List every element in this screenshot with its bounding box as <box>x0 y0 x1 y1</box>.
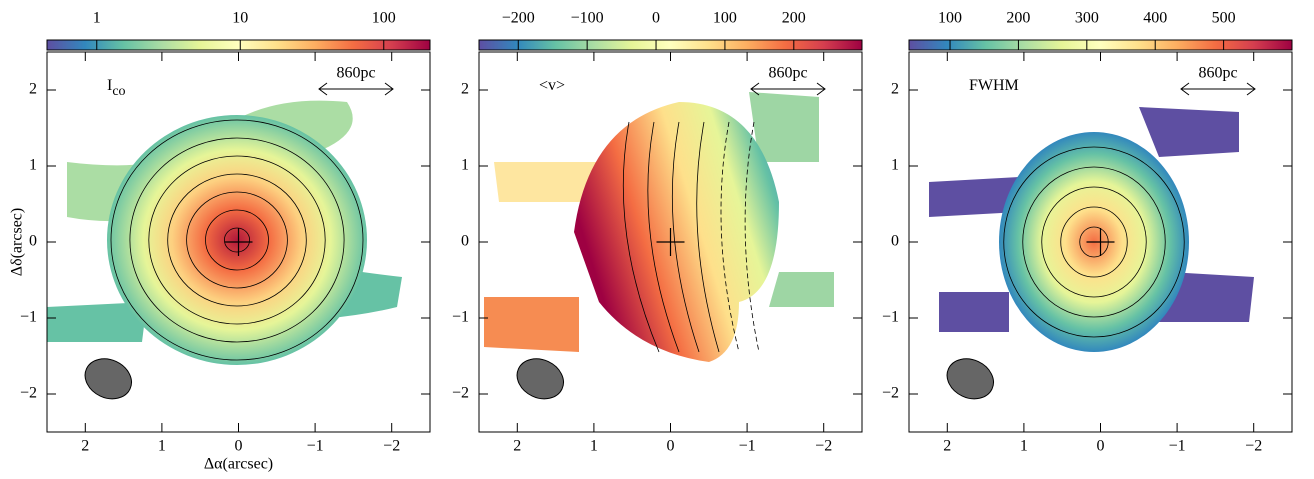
center-cross <box>656 228 685 256</box>
colorbar-tick-label: 100 <box>372 10 396 27</box>
colorbar-tick-label: 200 <box>782 10 806 27</box>
beam <box>84 358 132 400</box>
x-tick-label: −2 <box>1245 438 1262 455</box>
contour <box>148 155 326 325</box>
label-main: FWHM <box>969 77 1019 94</box>
colorbar-tick-label: −100 <box>571 10 604 27</box>
colorbar-tick-label: 0 <box>652 10 660 27</box>
x-tick-label: 1 <box>158 438 166 455</box>
colorbar-tick-label: 100 <box>938 10 962 27</box>
x-axis-label: Δα(arcsec) <box>204 456 273 473</box>
contour <box>110 119 364 361</box>
y-tick-label: 1 <box>891 157 899 174</box>
colorbar-tick-label: 500 <box>1212 10 1236 27</box>
panel-label: FWHM <box>969 77 1019 94</box>
y-tick-label: −1 <box>882 309 899 326</box>
y-tick-label: −2 <box>452 385 469 402</box>
scale-bar <box>750 82 826 96</box>
contour <box>186 191 288 289</box>
colorbar-tick-label: 200 <box>1006 10 1030 27</box>
y-tick-label: 2 <box>891 81 899 98</box>
label-main: <v> <box>539 77 565 94</box>
contour <box>1022 166 1166 318</box>
contour <box>622 121 660 353</box>
x-tick-label: 1 <box>590 438 598 455</box>
x-tick-label: 1 <box>1020 438 1028 455</box>
label-sub: co <box>112 84 125 99</box>
scale-bar-label: 860pc <box>336 65 375 82</box>
panel-label: <v> <box>539 77 565 94</box>
map-arm <box>484 297 579 352</box>
colorbar <box>46 39 431 51</box>
y-tick-label: −1 <box>20 309 37 326</box>
contour <box>223 227 250 253</box>
contour <box>129 137 345 343</box>
contour <box>720 121 740 353</box>
contour <box>167 173 307 307</box>
contour <box>1003 146 1185 338</box>
x-tick-label: −2 <box>815 438 832 455</box>
beam <box>516 358 564 400</box>
x-tick-label: −1 <box>739 438 756 455</box>
colorbar-tick-label: 300 <box>1075 10 1099 27</box>
scale-bar-label: 860pc <box>1198 65 1237 82</box>
contour <box>696 121 720 353</box>
y-tick-label: 2 <box>461 81 469 98</box>
colorbar <box>478 39 863 51</box>
label-main: I <box>107 77 112 94</box>
x-tick-label: −1 <box>1169 438 1186 455</box>
x-tick-label: 2 <box>81 438 89 455</box>
panel-label: Ico <box>107 77 126 100</box>
x-tick-label: 0 <box>235 438 243 455</box>
y-tick-label: −2 <box>20 385 37 402</box>
contour <box>671 121 700 353</box>
map-body <box>107 115 367 365</box>
y-tick-label: 0 <box>461 233 469 250</box>
colorbar <box>908 39 1293 51</box>
y-tick-label: 0 <box>891 233 899 250</box>
contour <box>205 209 269 271</box>
x-tick-label: 2 <box>943 438 951 455</box>
center-cross <box>1086 228 1115 256</box>
y-tick-label: −2 <box>882 385 899 402</box>
map-body <box>574 102 779 362</box>
x-tick-label: 0 <box>1097 438 1105 455</box>
colorbar-tick-label: 1 <box>93 10 101 27</box>
y-tick-label: 1 <box>461 157 469 174</box>
scale-bar <box>1180 82 1256 96</box>
scale-bar <box>318 82 394 96</box>
x-tick-label: −1 <box>307 438 324 455</box>
colorbar-tick-label: 100 <box>713 10 737 27</box>
colorbar-tick-label: 10 <box>232 10 248 27</box>
x-tick-label: 2 <box>513 438 521 455</box>
y-tick-label: −1 <box>452 309 469 326</box>
beam <box>946 358 994 400</box>
map-arm <box>749 92 834 307</box>
y-axis-label: Δδ(arcsec) <box>9 208 26 276</box>
contour <box>744 121 760 353</box>
contour <box>1041 186 1147 298</box>
colorbar-tick-label: −200 <box>502 10 535 27</box>
contour <box>647 121 680 353</box>
x-tick-label: 0 <box>667 438 675 455</box>
y-tick-label: 2 <box>29 81 37 98</box>
y-tick-label: 0 <box>29 233 37 250</box>
colorbar-tick-label: 400 <box>1143 10 1167 27</box>
contour <box>1060 206 1128 278</box>
x-tick-label: −2 <box>383 438 400 455</box>
center-cross <box>224 228 253 256</box>
y-tick-label: 1 <box>29 157 37 174</box>
scale-bar-label: 860pc <box>768 65 807 82</box>
